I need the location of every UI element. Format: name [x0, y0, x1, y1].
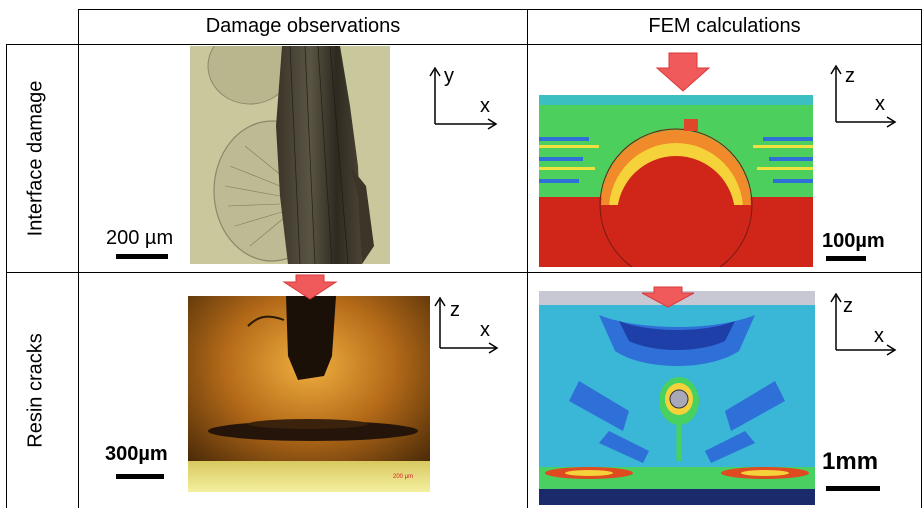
load-arrow-resin-observation [282, 274, 338, 300]
axis-label-z: z [450, 299, 460, 321]
table-line-left [6, 44, 7, 508]
embedded-scale-text: 200 µm [393, 474, 413, 480]
load-arrow-resin-fem [641, 286, 695, 308]
scale-bar-interface-observation [116, 254, 168, 259]
header-fem-calculations: FEM calculations [648, 14, 801, 37]
axes-indicator-resin-observation: z x [430, 292, 506, 358]
axis-label-y: y [444, 65, 454, 87]
row-label-resin-cracks: Resin cracks [24, 333, 47, 448]
fem-contour-interface-damage [539, 95, 813, 267]
axis-label-x: x [480, 95, 490, 117]
load-arrow-interface-fem [655, 52, 711, 92]
axis-label-z: z [845, 65, 855, 87]
axis-label-x: x [480, 319, 490, 341]
scale-label-interface-fem: 100µm [822, 230, 885, 252]
micrograph-resin-cracks: 200 µm [188, 296, 430, 492]
header-damage-observations: Damage observations [205, 14, 401, 37]
table-line-top [78, 9, 922, 10]
axes-indicator-interface-fem: z x [826, 60, 906, 132]
scale-label-resin-observation: 300µm [105, 443, 168, 465]
axis-label-x: x [875, 93, 885, 115]
micrograph-interface-damage [190, 46, 390, 264]
table-line-center [527, 9, 528, 508]
row-label-interface-damage: Interface damage [24, 80, 47, 237]
axes-indicator-resin-fem: z x [826, 288, 906, 360]
axis-label-z: z [843, 295, 853, 317]
scale-bar-resin-observation [116, 474, 164, 479]
scale-bar-resin-fem [826, 486, 880, 491]
axes-indicator-interface-observation: y x [425, 62, 505, 134]
scale-label-interface-observation: 200 µm [106, 227, 174, 249]
scale-label-resin-fem: 1mm [822, 448, 879, 475]
table-line-middle [6, 272, 922, 273]
axis-label-x: x [874, 325, 884, 347]
table-line-header [6, 44, 922, 45]
scale-bar-interface-fem [826, 256, 866, 261]
table-line-label-col [78, 9, 79, 508]
fem-contour-resin-cracks [539, 291, 815, 505]
